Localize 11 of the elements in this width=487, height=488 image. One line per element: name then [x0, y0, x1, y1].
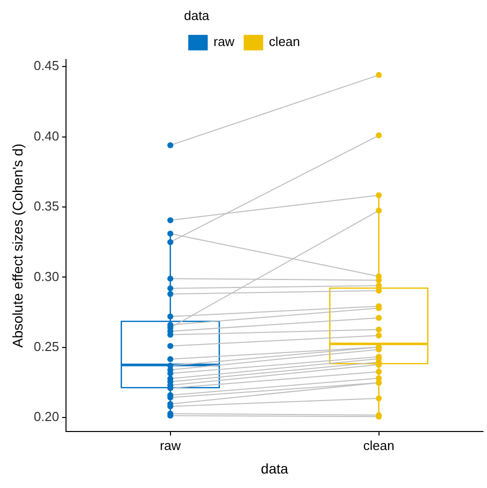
y-tick-label: 0.45 — [34, 58, 60, 74]
legend-label: clean — [268, 34, 300, 50]
legend-title: data — [184, 8, 210, 24]
y-axis-title: Absolute effect sizes (Cohen's d) — [9, 144, 26, 348]
y-tick-label: 0.40 — [34, 128, 60, 144]
legend-label: raw — [213, 34, 236, 50]
y-tick-label: 0.35 — [34, 198, 60, 214]
y-tick-label: 0.25 — [34, 338, 60, 354]
y-tick-label: 0.30 — [34, 268, 60, 284]
y-tick-label: 0.20 — [34, 409, 60, 424]
x-axis-title: data — [260, 460, 288, 476]
